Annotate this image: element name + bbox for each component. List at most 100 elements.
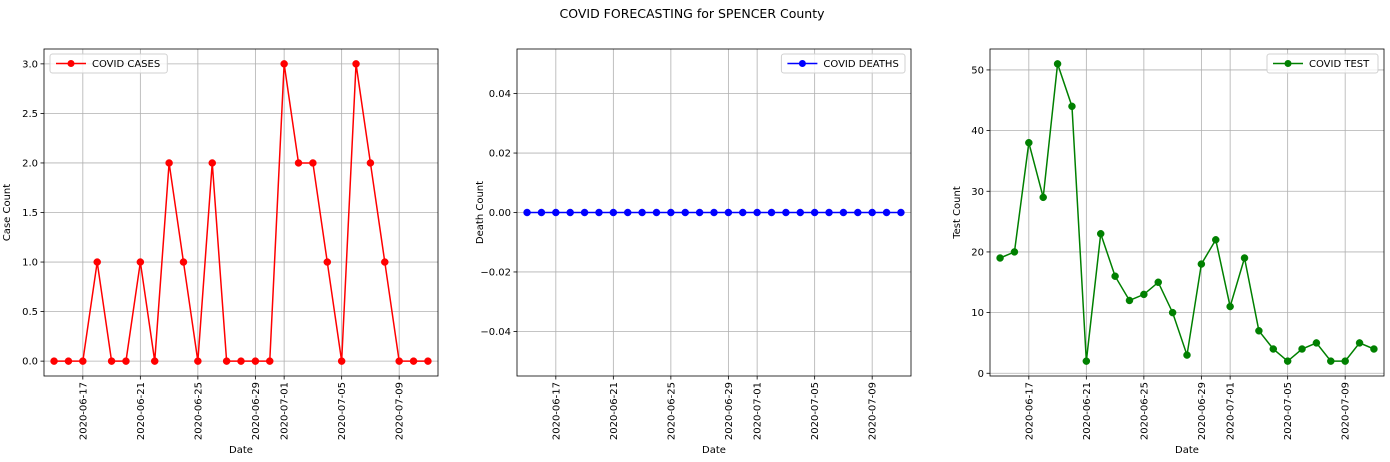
data-point [352,60,360,68]
data-point [1269,345,1278,353]
legend: COVID TEST [1266,53,1379,74]
chart-panel-1: 2020-06-17 2020-06-21 2020-06-25 2020-06-29… [2,48,439,456]
data-point [854,208,862,217]
y-axis-label: Case Count [2,184,13,241]
data-point [64,357,73,365]
data-point [165,159,173,167]
data-point [294,159,303,167]
data-point [323,258,332,266]
data-point [839,208,848,217]
y-tick-label: 0.5 [22,307,38,318]
y-tick-label: 50 [971,65,984,76]
x-axis-label: Date [1175,445,1199,456]
data-point [1082,357,1091,365]
x-tick-label: 2020-06-17 [1024,382,1035,440]
legend-marker [1284,60,1292,67]
data-point [825,208,833,217]
plot-frame [989,48,1385,377]
plot-area [990,49,1384,376]
legend-label: COVID DEATHS [823,59,898,70]
data-point [1197,260,1206,268]
data-point [136,258,145,266]
y-tick-label: 10 [971,308,984,319]
x-tick-label: 2020-06-29 [1197,382,1208,440]
data-point [1255,327,1263,335]
data-point [280,60,288,68]
data-point [1327,357,1335,365]
data-point [638,208,646,217]
data-point [523,208,531,217]
x-tick-label: 2020-06-21 [609,382,620,440]
y-tick-label: −0.02 [480,267,511,278]
data-point [1111,272,1119,280]
data-point [1370,345,1378,353]
legend-marker [67,60,75,67]
y-tick-label: 2.0 [22,158,38,169]
y-tick-label: 30 [971,187,984,198]
data-point [897,208,905,217]
data-point [1355,339,1364,347]
data-point [623,208,632,217]
x-tick-label: 2020-06-17 [78,382,89,440]
chart-panel-2: 2020-06-17 2020-06-21 2020-06-25 2020-06-29… [475,48,912,456]
data-point [753,208,761,217]
data-point [667,208,675,217]
x-tick-label: 2020-06-29 [251,382,262,440]
y-tick-label: −0.04 [480,327,511,338]
data-point [1168,308,1177,317]
x-tick-label: 2020-06-29 [724,382,735,440]
data-point [337,357,346,365]
data-point [580,208,589,217]
x-tick-label: 2020-07-01 [280,382,291,440]
data-point [107,357,116,365]
data-point [1039,193,1047,202]
data-point [695,208,704,217]
data-point [1240,254,1249,262]
data-point [566,208,574,217]
x-tick-label: 2020-07-05 [1283,382,1294,440]
plot-frame [516,48,912,377]
data-point [237,357,245,365]
data-point [366,159,375,167]
x-axis-label: Date [229,445,253,456]
data-point [1140,290,1148,299]
data-point [208,159,216,167]
x-tick-label: 2020-07-05 [810,382,821,440]
data-point [739,208,747,217]
data-point [150,357,159,365]
data-point [810,208,819,217]
data-point [1298,345,1306,353]
legend-label: COVID CASES [92,59,160,70]
data-point [1183,351,1191,359]
data-point [882,208,891,217]
y-tick-label: 3.0 [22,59,38,70]
x-tick-label: 2020-06-25 [666,382,677,440]
y-tick-label: 2.5 [22,109,38,120]
data-point [194,357,202,365]
data-point [1226,302,1234,311]
x-tick-label: 2020-06-25 [1139,382,1150,440]
data-point [1212,236,1220,244]
data-point [710,208,718,217]
data-point [50,357,58,365]
data-point [767,208,776,217]
data-point [309,159,317,167]
data-point [409,357,418,365]
legend-box [780,53,906,74]
x-tick-label: 2020-07-09 [868,382,879,440]
y-tick-label: 20 [971,247,984,258]
figure-title: COVID FORECASTING for SPENCER County [559,6,825,21]
data-point [381,258,389,266]
data-point [79,357,87,365]
data-point [266,357,274,365]
y-axis-label: Death Count [475,181,486,244]
plot-frame [43,48,439,377]
data-point [1068,102,1076,111]
y-tick-label: 0.02 [489,149,511,160]
y-tick-label: 0.00 [489,208,511,219]
data-point [724,208,733,217]
y-tick-label: 1.0 [22,258,38,269]
data-point [552,208,560,217]
data-point [1154,278,1162,287]
